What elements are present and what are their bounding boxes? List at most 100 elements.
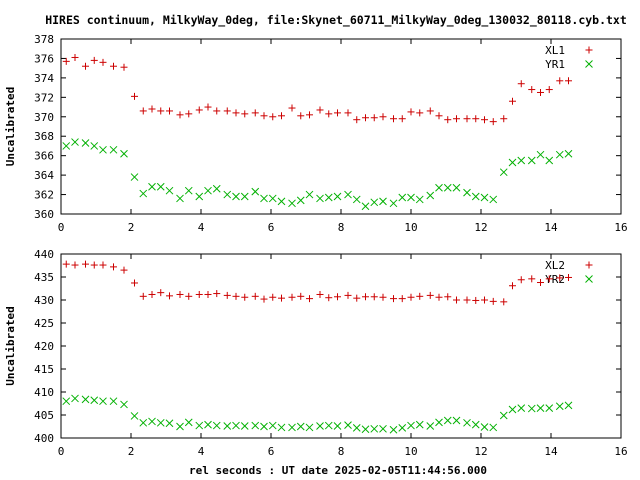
data-point [251,109,259,117]
data-point [426,291,434,299]
data-point [120,266,128,274]
data-point [528,86,536,94]
data-point [195,421,204,430]
data-point [435,418,443,427]
y-tick-label: 370 [34,111,54,124]
data-point [463,115,471,123]
x-tick-label: 2 [128,445,135,458]
data-point [379,113,387,121]
data-point [528,275,536,283]
data-point [390,295,397,303]
data-point [325,110,333,118]
y-tick-label: 362 [34,189,54,202]
plot-frame [60,38,622,215]
data-point [223,190,232,199]
data-point [555,402,564,411]
data-point [517,80,525,88]
data-point [361,425,370,434]
y-tick-label: 374 [34,72,54,85]
data-point [166,292,173,300]
data-point [176,111,184,119]
data-point [278,112,285,120]
data-point [500,115,508,123]
data-point [90,56,98,64]
data-point [223,422,232,430]
data-point [241,293,249,301]
data-point [443,416,452,425]
series-yr2 [62,394,573,434]
data-point [71,53,79,61]
legend-marker-yr2 [585,275,593,283]
data-point [212,421,221,430]
data-point [452,183,461,192]
data-point [212,184,221,193]
data-point [316,194,324,203]
data-point [536,404,545,412]
data-point [204,103,212,111]
data-point [240,422,249,430]
data-point [109,145,118,154]
data-point [481,116,488,124]
data-point [213,107,221,115]
data-point [398,424,407,432]
data-point [316,422,324,430]
x-tick-label: 12 [474,445,487,458]
data-point [452,416,461,425]
data-point [333,422,342,430]
data-point [316,106,324,114]
data-point [489,195,498,204]
data-point [251,421,260,430]
data-point [184,418,193,427]
data-point [288,104,296,112]
data-point [416,109,424,117]
x-tick-label: 0 [58,221,65,234]
data-point [232,109,240,117]
data-point [306,295,313,303]
data-point [499,168,508,177]
data-point [370,293,378,301]
data-point [305,423,314,432]
data-point [156,418,165,427]
data-point [444,116,452,124]
data-point [277,423,286,432]
data-point [148,182,156,191]
series-yr1 [62,138,573,211]
data-point [139,107,147,115]
data-point [389,199,398,208]
data-point [370,114,378,122]
y-tick-label: 376 [34,52,54,65]
data-point [398,193,407,202]
data-point [306,111,313,119]
data-point [362,293,369,301]
data-point [426,422,435,430]
data-point [508,158,517,167]
data-point [130,173,139,181]
data-point [435,112,443,120]
data-point [232,292,240,300]
data-point [379,424,387,433]
data-point [565,77,572,85]
data-point [426,107,434,115]
y-tick-label: 415 [34,363,54,376]
legend-label-xl1: XL1 [545,44,565,57]
data-point [120,149,128,158]
data-point [260,194,268,203]
y-tick-label: 405 [34,409,54,422]
data-point [489,423,498,432]
data-point [453,115,460,123]
data-point [71,138,79,146]
data-point [82,62,89,70]
data-point [344,109,352,117]
legend-label-yr2: YR2 [545,273,565,286]
data-point [213,290,221,298]
legend-label-yr1: YR1 [545,58,565,71]
x-axis-label: rel seconds : UT date 2025-02-05T11:44:5… [189,464,487,477]
data-point [471,420,480,429]
data-point [509,282,516,290]
data-point [370,198,379,207]
data-point [62,260,70,268]
data-point [556,274,564,282]
x-tick-label: 14 [544,445,558,458]
data-point [390,115,397,123]
